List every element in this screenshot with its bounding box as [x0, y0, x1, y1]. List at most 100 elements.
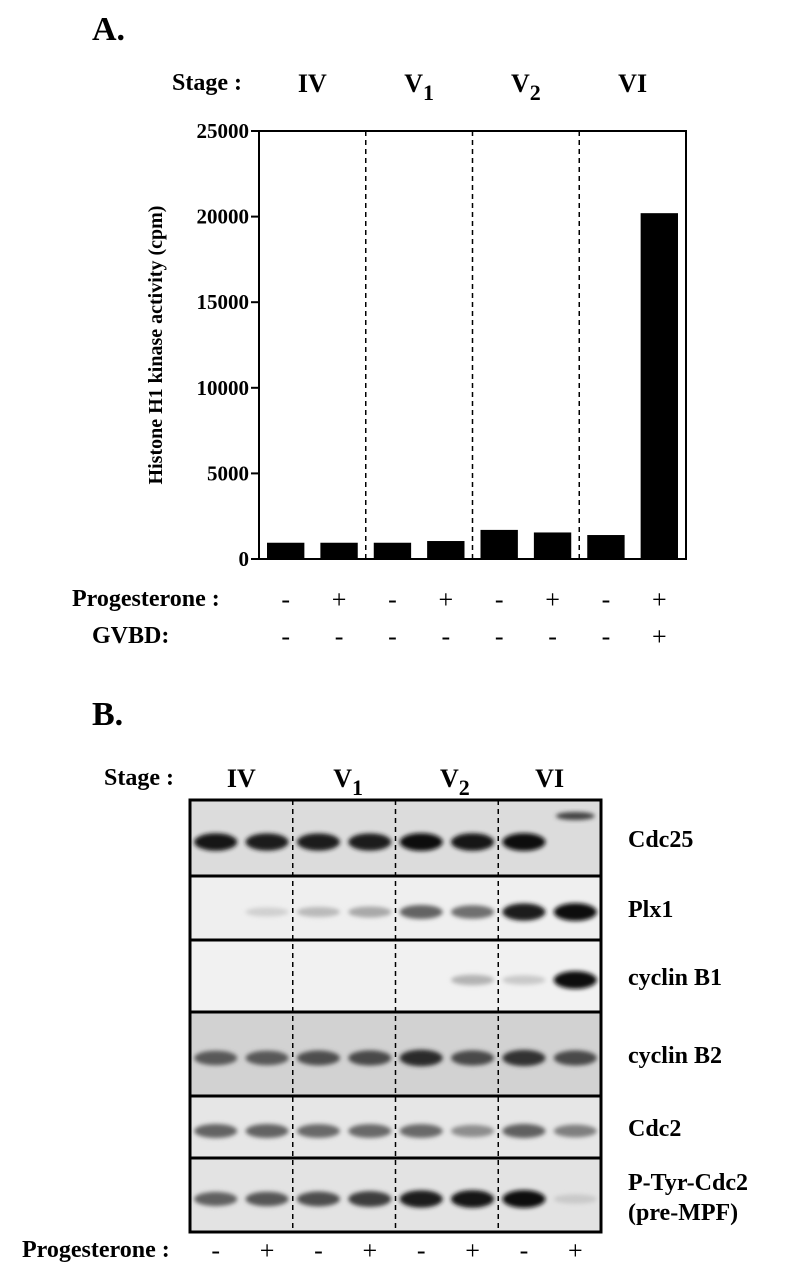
stage-label: VI: [618, 69, 647, 98]
stage-label: V1: [333, 764, 363, 800]
bar: [640, 213, 678, 559]
progesterone-sign: +: [465, 1236, 480, 1265]
progesterone-sign: -: [281, 585, 290, 614]
protein-band: [553, 1124, 597, 1138]
panel-a-stage-prefix: Stage :: [172, 70, 242, 96]
gvbd-sign: -: [281, 622, 290, 651]
blot-label: Cdc2: [628, 1116, 681, 1142]
protein-band: [245, 907, 289, 917]
blot-label-line2: (pre-MPF): [628, 1200, 738, 1226]
protein-band: [194, 1050, 238, 1066]
y-tick-label: 25000: [197, 119, 250, 143]
progesterone-sign: +: [362, 1236, 377, 1265]
progesterone-sign: +: [652, 585, 667, 614]
panel-a-label: A.: [92, 11, 125, 48]
protein-band: [348, 1050, 392, 1066]
protein-band: [194, 1191, 238, 1207]
stage-label: IV: [298, 69, 327, 98]
progesterone-sign: -: [388, 585, 397, 614]
bar: [267, 542, 305, 559]
progesterone-sign: +: [568, 1236, 583, 1265]
protein-band: [348, 1191, 392, 1207]
protein-band: [399, 905, 443, 919]
blot-frame: [188, 798, 603, 1234]
panel-a-treatment-signs: - + - + - + - + - - - - - - - +: [281, 585, 666, 651]
protein-band: [399, 833, 443, 851]
protein-band: [348, 833, 392, 851]
gvbd-sign: -: [335, 622, 344, 651]
gvbd-sign: +: [652, 622, 667, 651]
protein-band: [399, 1190, 443, 1208]
blot-label: Cdc25: [628, 827, 693, 853]
protein-band: [502, 833, 546, 851]
protein-band: [296, 833, 341, 851]
protein-band: [502, 975, 546, 985]
blot-label: Plx1: [628, 897, 673, 923]
protein-band: [348, 1124, 392, 1138]
protein-band: [296, 1050, 341, 1066]
bar: [427, 541, 465, 559]
protein-band: [450, 833, 495, 851]
progesterone-sign: +: [332, 585, 347, 614]
protein-band: [296, 1191, 341, 1207]
western-blot-panel: Cdc25 Plx1 cyclin B1 cyclin B2 Cdc2 P-Tyr-Cdc…: [188, 798, 748, 1234]
protein-band: [553, 903, 597, 921]
panel-b-stage-prefix: Stage :: [104, 765, 174, 791]
protein-band: [502, 1049, 546, 1067]
protein-band: [296, 1124, 341, 1138]
panel-b-progesterone-label: Progesterone :: [22, 1237, 170, 1263]
progesterone-row-label: Progesterone :: [72, 586, 220, 612]
bar: [373, 542, 412, 559]
stage-label: VI: [535, 764, 564, 793]
progesterone-sign: +: [545, 585, 560, 614]
protein-band: [194, 1124, 238, 1138]
stage-label: IV: [227, 764, 256, 793]
gvbd-sign: -: [441, 622, 450, 651]
progesterone-sign: -: [211, 1236, 220, 1265]
blot-label: cyclin B1: [628, 965, 722, 991]
bar: [587, 535, 625, 559]
protein-band: [450, 1050, 495, 1066]
protein-band: [502, 1190, 546, 1208]
protein-band: [245, 1124, 289, 1138]
progesterone-sign: -: [602, 585, 611, 614]
protein-band: [502, 903, 546, 921]
stage-separators: [365, 131, 580, 559]
protein-band: [450, 974, 495, 986]
protein-band: [502, 1123, 546, 1139]
protein-band: [450, 1124, 495, 1138]
y-tick-label: 10000: [197, 376, 250, 400]
protein-band: [245, 833, 289, 851]
shifted-band: [555, 812, 595, 820]
bar: [480, 529, 518, 559]
panel-b-label: B.: [92, 696, 123, 733]
blot-label: P-Tyr-Cdc2: [628, 1170, 748, 1196]
gvbd-sign: -: [602, 622, 611, 651]
stage-label: V2: [511, 69, 541, 105]
y-tick-label: 15000: [197, 290, 250, 314]
gvbd-sign: -: [548, 622, 557, 651]
stage-label: V2: [440, 764, 470, 800]
protein-band: [450, 1190, 495, 1208]
y-tick-label: 0: [239, 547, 250, 571]
progesterone-sign: -: [417, 1236, 426, 1265]
panel-a-stage-labels: IV V1 V2 VI: [298, 69, 647, 105]
bar-series: [267, 213, 678, 559]
y-axis-label: Histone H1 kinase activity (cpm): [145, 206, 167, 485]
progesterone-sign: -: [520, 1236, 529, 1265]
protein-band: [245, 1191, 289, 1207]
protein-band: [194, 833, 238, 851]
panel-b-treatment-signs: - + - + - + - +: [211, 1236, 582, 1265]
bar: [533, 532, 572, 559]
protein-band: [296, 906, 341, 918]
kinase-bar-chart: 0 5000 10000 15000 20000 25000 Histone H1 kin…: [145, 119, 687, 571]
progesterone-sign: +: [438, 585, 453, 614]
stage-label: V1: [404, 69, 434, 105]
protein-band: [245, 1050, 289, 1066]
protein-band: [553, 1194, 597, 1204]
progesterone-sign: -: [314, 1236, 323, 1265]
y-tick-label: 20000: [197, 205, 250, 229]
y-tick-label: 5000: [207, 461, 249, 485]
progesterone-sign: +: [260, 1236, 275, 1265]
